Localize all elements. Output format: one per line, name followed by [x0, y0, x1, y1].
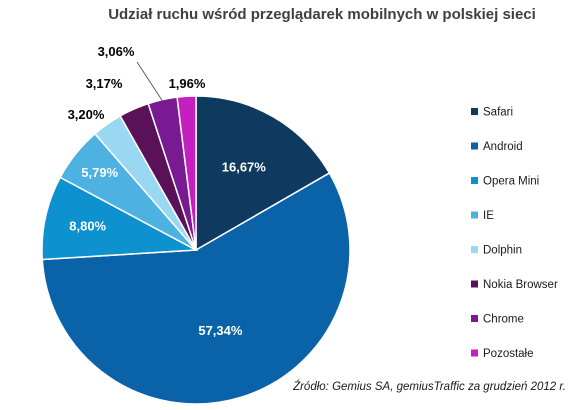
legend-swatch-safari — [471, 108, 478, 115]
slice-labels: 16,67% 57,34% 8,80% 5,79% 3,20% 3,17% 3,06% 1,9… — [68, 44, 267, 338]
data-label-dolphin: 3,20% — [68, 107, 105, 122]
leader-lines — [136, 61, 164, 102]
data-label-android: 57,34% — [198, 323, 243, 338]
legend-label-dolphin: Dolphin — [483, 245, 522, 257]
legend-swatch-pozosta-e — [471, 349, 478, 357]
legend-label-opera-mini: Opera Mini — [483, 176, 539, 188]
data-label-chrome: 3,06% — [98, 44, 135, 59]
data-label-safari: 16,67% — [222, 159, 267, 174]
legend-swatch-android — [471, 142, 478, 150]
chart-title: Udział ruchu wśród przeglądarek mobilnyc… — [108, 6, 536, 23]
legend-swatch-chrome — [471, 315, 478, 322]
data-label-nokia-browser: 3,17% — [86, 76, 123, 91]
legend-label-chrome: Chrome — [483, 314, 524, 326]
legend-label-android: Android — [483, 141, 523, 153]
data-label-ie: 5,79% — [81, 165, 118, 180]
pie-slices — [41, 95, 351, 405]
data-label-pozosta-e: 1,96% — [169, 76, 206, 91]
pie-slice-opera-mini — [41, 176, 199, 261]
pie-slice-pozosta-e — [176, 95, 197, 251]
legend-swatch-nokia-browser — [471, 280, 478, 288]
pie-slice-safari — [195, 95, 331, 252]
legend-swatch-opera-mini — [471, 177, 478, 184]
legend-label-safari: Safari — [483, 107, 513, 119]
legend: Safari Android Opera Mini IE Dolphin Nokia Br… — [471, 107, 558, 360]
legend-label-nokia-browser: Nokia Browser — [483, 279, 558, 291]
leader-line-chrome — [136, 61, 164, 102]
legend-swatch-dolphin — [471, 246, 478, 253]
data-label-opera-mini: 8,80% — [69, 218, 106, 233]
legend-label-pozosta-e: Pozostałe — [483, 348, 534, 360]
source-note: Źródło: Gemius SA, gemiusTraffic za grud… — [292, 380, 566, 393]
legend-swatch-ie — [471, 211, 478, 219]
legend-label-ie: IE — [483, 210, 494, 222]
pie-slice-android — [41, 172, 351, 405]
